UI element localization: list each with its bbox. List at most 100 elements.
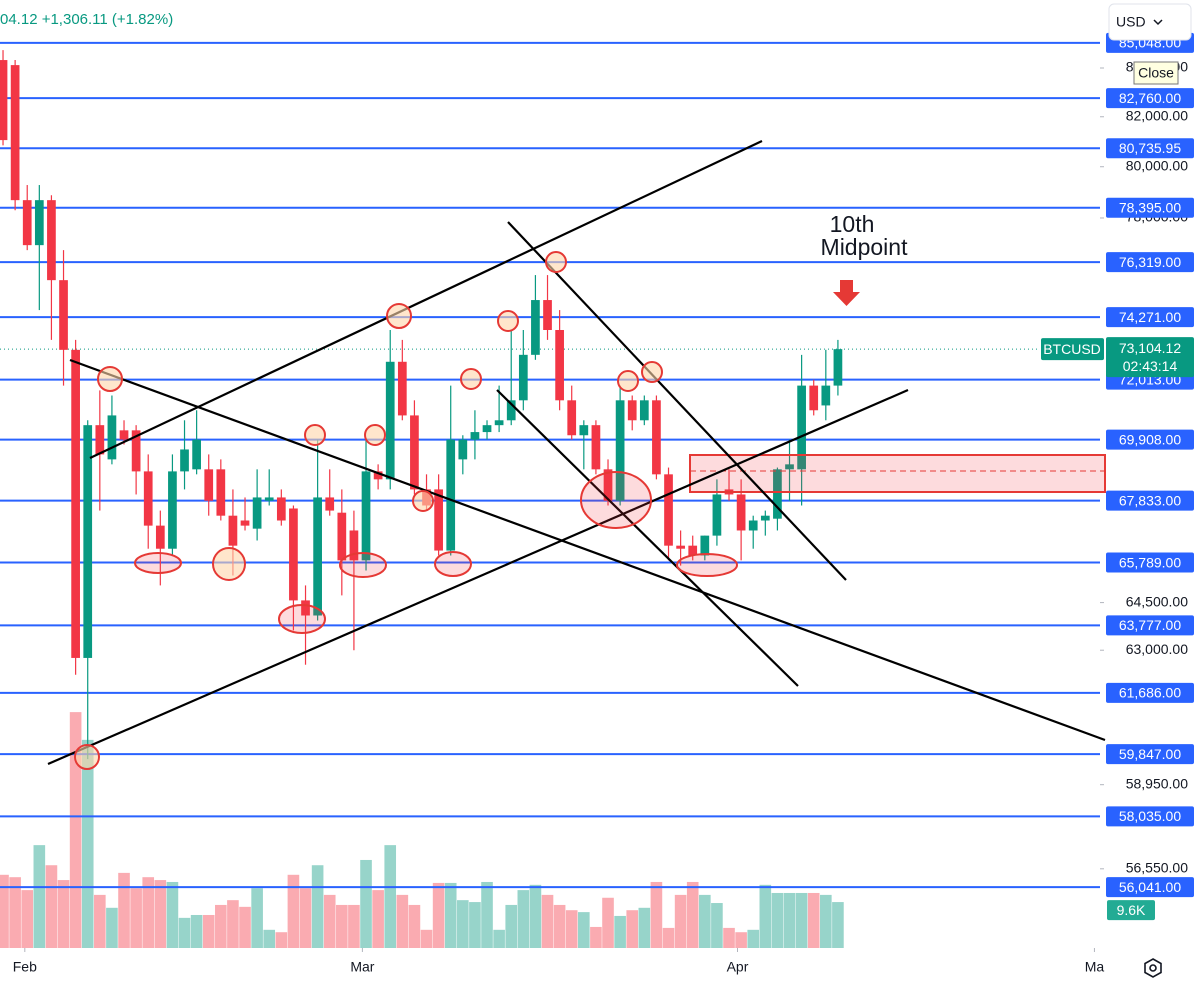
level-badge (1106, 88, 1194, 109)
volume-bar (372, 890, 384, 948)
candle-body (107, 415, 117, 460)
candle-body (349, 530, 359, 561)
candle-body (240, 520, 250, 526)
candle-body (252, 497, 262, 529)
candle-body (276, 497, 286, 521)
volume-bar (662, 927, 675, 948)
volume-bar (299, 888, 312, 948)
candle-body (83, 425, 93, 658)
candle-body (216, 469, 226, 516)
annotation: Midpoint (821, 234, 909, 260)
x-tick-label: Feb (13, 959, 37, 975)
candle-body (192, 439, 201, 470)
volume-bar (118, 872, 130, 948)
symbol-badge (1041, 338, 1104, 361)
volume-bar (517, 890, 530, 948)
level-badge (1106, 682, 1194, 703)
candle-body (531, 300, 540, 355)
level-badge (1106, 307, 1194, 328)
marker (364, 424, 386, 446)
marker (212, 547, 246, 581)
x-tick-label: Apr (727, 959, 749, 975)
candle-body (119, 430, 129, 440)
candle-body (131, 430, 141, 472)
level-label: 63,777.00 (1119, 617, 1181, 633)
trendline (89, 140, 763, 459)
volume-bar (384, 845, 397, 948)
gear-icon[interactable] (1144, 958, 1162, 978)
volume-bar (432, 882, 445, 948)
quote-header: 04.12 +1,306.11 (+1.82%) (0, 11, 173, 28)
volume-bar (578, 912, 590, 948)
trendline (47, 388, 909, 766)
candle-body (506, 400, 516, 421)
candle-body (518, 354, 528, 401)
volume-bar (178, 917, 191, 948)
candle-body (700, 535, 710, 556)
level-badge (1106, 490, 1194, 511)
volume-bar (81, 739, 94, 948)
volume-bar (396, 894, 409, 948)
candle-body (228, 515, 238, 546)
volume-bar (783, 892, 796, 948)
volume-pane (0, 712, 844, 948)
candle-body (809, 385, 819, 411)
candle-body (579, 425, 589, 436)
volume-bar (674, 894, 687, 948)
volume-bar (263, 929, 276, 948)
marker (545, 251, 567, 273)
level-label: 76,319.00 (1119, 254, 1181, 270)
countdown: 02:43:14 (1123, 358, 1178, 374)
y-tick-label: 64,500.00 (1126, 593, 1188, 609)
volume-bar (348, 904, 360, 948)
volume-bar (771, 892, 784, 948)
currency-box[interactable] (1108, 3, 1192, 41)
marker (580, 471, 652, 529)
x-tick-label: Ma (1085, 959, 1105, 975)
price-label: 73,104.12 (1119, 340, 1181, 356)
trendline (69, 358, 1106, 742)
marker (97, 366, 123, 392)
marker (617, 370, 639, 392)
candle-body (543, 300, 552, 330)
currency-label[interactable]: USD (1116, 14, 1146, 30)
level-badge (1106, 252, 1194, 273)
candle-body (143, 471, 153, 526)
volume-bar (311, 865, 324, 948)
volume-bar (735, 932, 747, 948)
volume-bar (590, 926, 602, 948)
candle-body (760, 515, 770, 521)
symbol-label: BTCUSD (1043, 341, 1101, 357)
arrow (833, 280, 860, 306)
volume-bar (202, 914, 215, 948)
currency-select[interactable]: USD (1108, 3, 1192, 41)
candle-body (301, 600, 310, 616)
settings-button[interactable] (1144, 958, 1162, 978)
candle-body (59, 280, 68, 350)
candle-body (373, 471, 383, 480)
volume-bar (832, 902, 844, 948)
marker (497, 310, 519, 332)
candle-body (567, 400, 577, 436)
volume-bar (457, 900, 469, 948)
volume-bar (336, 904, 348, 948)
volume-label: 9.6K (1117, 902, 1146, 918)
volume-bar (759, 884, 772, 948)
marker (74, 744, 100, 770)
candle-body (627, 400, 637, 421)
candle-body (385, 361, 395, 480)
volume-bar (469, 902, 481, 948)
volume-bar (529, 884, 542, 948)
marker (278, 604, 326, 634)
level-label: 78,395.00 (1119, 199, 1181, 215)
candle-body (494, 420, 504, 426)
marker (339, 552, 387, 578)
y-tick-label: 80,000.00 (1126, 157, 1188, 173)
volume-bar (481, 881, 493, 948)
volume-bar (227, 900, 239, 948)
candle-body (180, 449, 189, 472)
level-label: 74,271.00 (1119, 309, 1181, 325)
candle-body (325, 497, 335, 511)
